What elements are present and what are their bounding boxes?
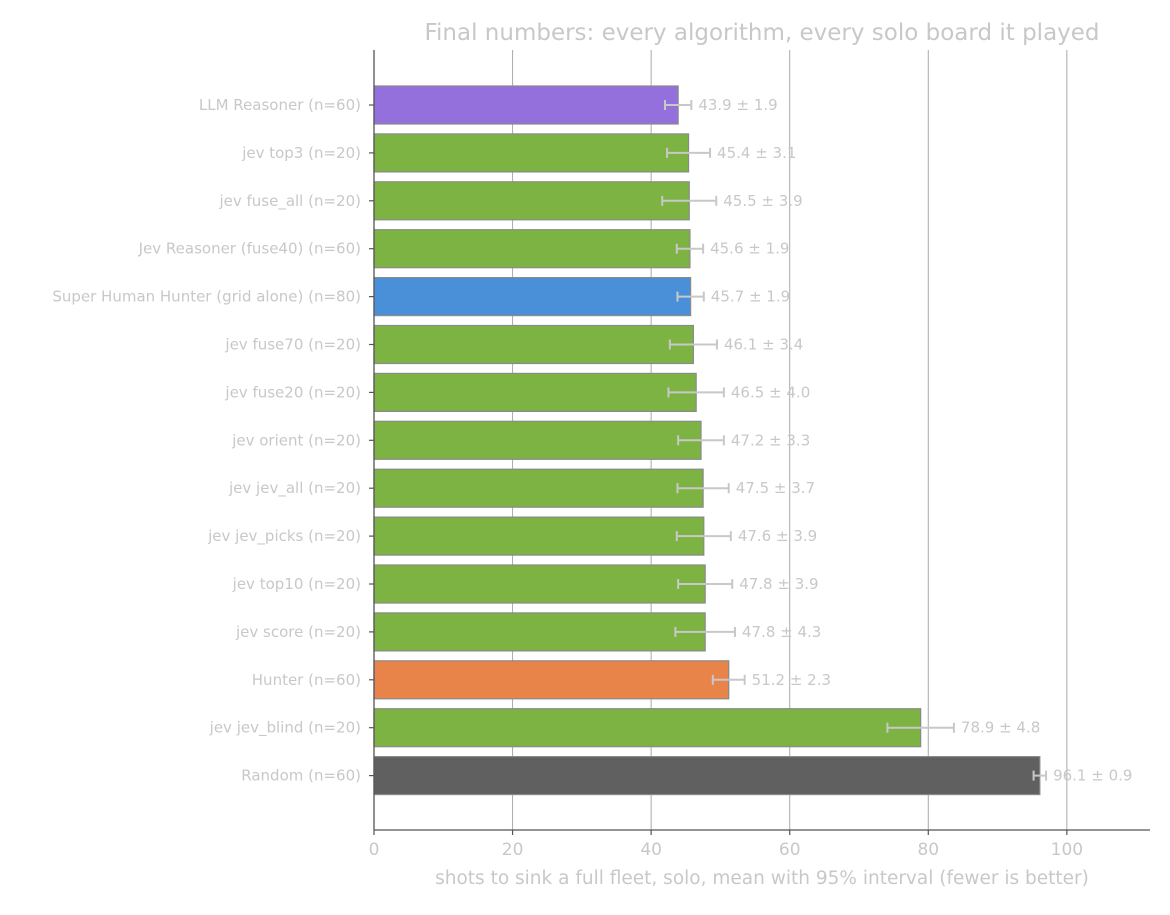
- bar: [373, 229, 691, 269]
- data-label: 46.1 ± 3.4: [724, 336, 803, 354]
- bar: [373, 612, 706, 652]
- bar: [373, 133, 690, 173]
- data-label: 45.5 ± 3.9: [723, 192, 802, 210]
- category-label: jev score (n=20): [235, 623, 361, 641]
- x-tick-label: 0: [369, 840, 380, 860]
- data-label: 47.2 ± 3.3: [731, 431, 810, 449]
- category-label: jev fuse70 (n=20): [224, 336, 361, 354]
- bar: [373, 85, 679, 125]
- category-label: jev orient (n=20): [231, 431, 361, 449]
- x-tick-label: 60: [779, 840, 801, 860]
- category-label: jev jev_picks (n=20): [207, 527, 361, 546]
- category-label: jev fuse_all (n=20): [218, 192, 361, 211]
- data-label: 47.6 ± 3.9: [738, 527, 817, 545]
- category-label: jev fuse20 (n=20): [224, 383, 361, 401]
- data-label: 46.5 ± 4.0: [731, 383, 810, 401]
- x-tick-label: 20: [502, 840, 524, 860]
- bar: [373, 708, 922, 748]
- data-label: 45.7 ± 1.9: [711, 288, 790, 306]
- data-label: 47.8 ± 4.3: [742, 623, 821, 641]
- category-label: Random (n=60): [241, 767, 361, 785]
- data-label: 51.2 ± 2.3: [752, 671, 831, 689]
- bar-layer: [373, 85, 1041, 796]
- chart-title: Final numbers: every algorithm, every so…: [424, 20, 1099, 46]
- bar: [373, 564, 706, 604]
- bar: [373, 324, 695, 365]
- x-tick-label: 80: [917, 840, 939, 860]
- bar: [373, 516, 705, 556]
- category-label: Hunter (n=60): [252, 671, 361, 689]
- data-label: 96.1 ± 0.9: [1053, 767, 1132, 785]
- category-label: jev jev_all (n=20): [228, 479, 361, 498]
- data-label: 45.4 ± 3.1: [717, 144, 796, 162]
- bar: [373, 755, 1041, 796]
- bar: [373, 277, 692, 317]
- category-label: jev top3 (n=20): [241, 144, 361, 162]
- category-label: jev top10 (n=20): [232, 575, 361, 593]
- category-label: Super Human Hunter (grid alone) (n=80): [52, 288, 361, 306]
- grid-layer: [512, 50, 1068, 830]
- bar: [373, 420, 702, 460]
- bar: [373, 372, 697, 412]
- x-tick-label: 100: [1051, 840, 1083, 860]
- data-label: 43.9 ± 1.9: [698, 96, 777, 114]
- category-label: jev jev_blind (n=20): [209, 719, 361, 738]
- bar: [373, 181, 690, 221]
- data-label: 78.9 ± 4.8: [961, 719, 1040, 737]
- data-label: 45.6 ± 1.9: [710, 240, 789, 258]
- bar: [373, 468, 704, 508]
- bar: [373, 660, 730, 700]
- category-label: LLM Reasoner (n=60): [199, 96, 361, 114]
- x-tick-label: 40: [640, 840, 662, 860]
- data-label: 47.5 ± 3.7: [736, 479, 815, 497]
- label-layer: 0 20 40 60 80 100 LLM Reasoner (n=60) 43.9 ± 1.…: [52, 96, 1132, 860]
- x-axis-title: shots to sink a full fleet, solo, mean w…: [435, 868, 1089, 889]
- data-label: 47.8 ± 3.9: [739, 575, 818, 593]
- category-label: Jev Reasoner (fuse40) (n=60): [138, 240, 361, 258]
